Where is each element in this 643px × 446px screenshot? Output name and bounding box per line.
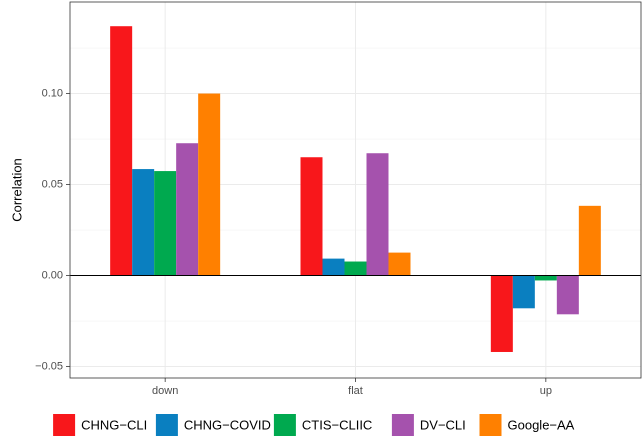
y-tick-label: −0.05 (35, 360, 63, 372)
legend-swatch (53, 414, 76, 436)
legend-swatch (273, 414, 296, 436)
bar (176, 143, 199, 276)
legend-text: CTIS−CLIIC (302, 417, 372, 432)
bar (556, 275, 579, 315)
y-tick-label: 0.05 (42, 178, 63, 190)
y-tick-label: 0.00 (42, 269, 63, 281)
y-axis-title: Correlation (9, 158, 24, 222)
y-tick-label: 0.10 (42, 87, 63, 99)
bar (154, 171, 177, 276)
bar (132, 169, 155, 276)
x-tick-label: up (540, 385, 552, 397)
bar (366, 153, 389, 276)
bar (344, 261, 367, 276)
x-tick-label: flat (348, 385, 363, 397)
bar (578, 205, 601, 276)
bar (388, 252, 411, 276)
bar (300, 157, 323, 276)
x-tick-label: down (152, 385, 178, 397)
legend-swatch (155, 414, 178, 436)
bar (490, 275, 513, 352)
bar (322, 258, 345, 276)
legend-swatch (479, 414, 502, 436)
legend-swatch (391, 414, 414, 436)
legend-text: Google−AA (508, 417, 575, 432)
legend-text: CHNG−COVID (184, 417, 271, 432)
bar (198, 93, 221, 276)
panel-border (69, 1, 642, 379)
bar (534, 275, 557, 281)
bar (110, 26, 133, 276)
bar (512, 275, 535, 309)
legend-text: DV−CLI (420, 417, 466, 432)
legend-text: CHNG−CLI (81, 417, 147, 432)
